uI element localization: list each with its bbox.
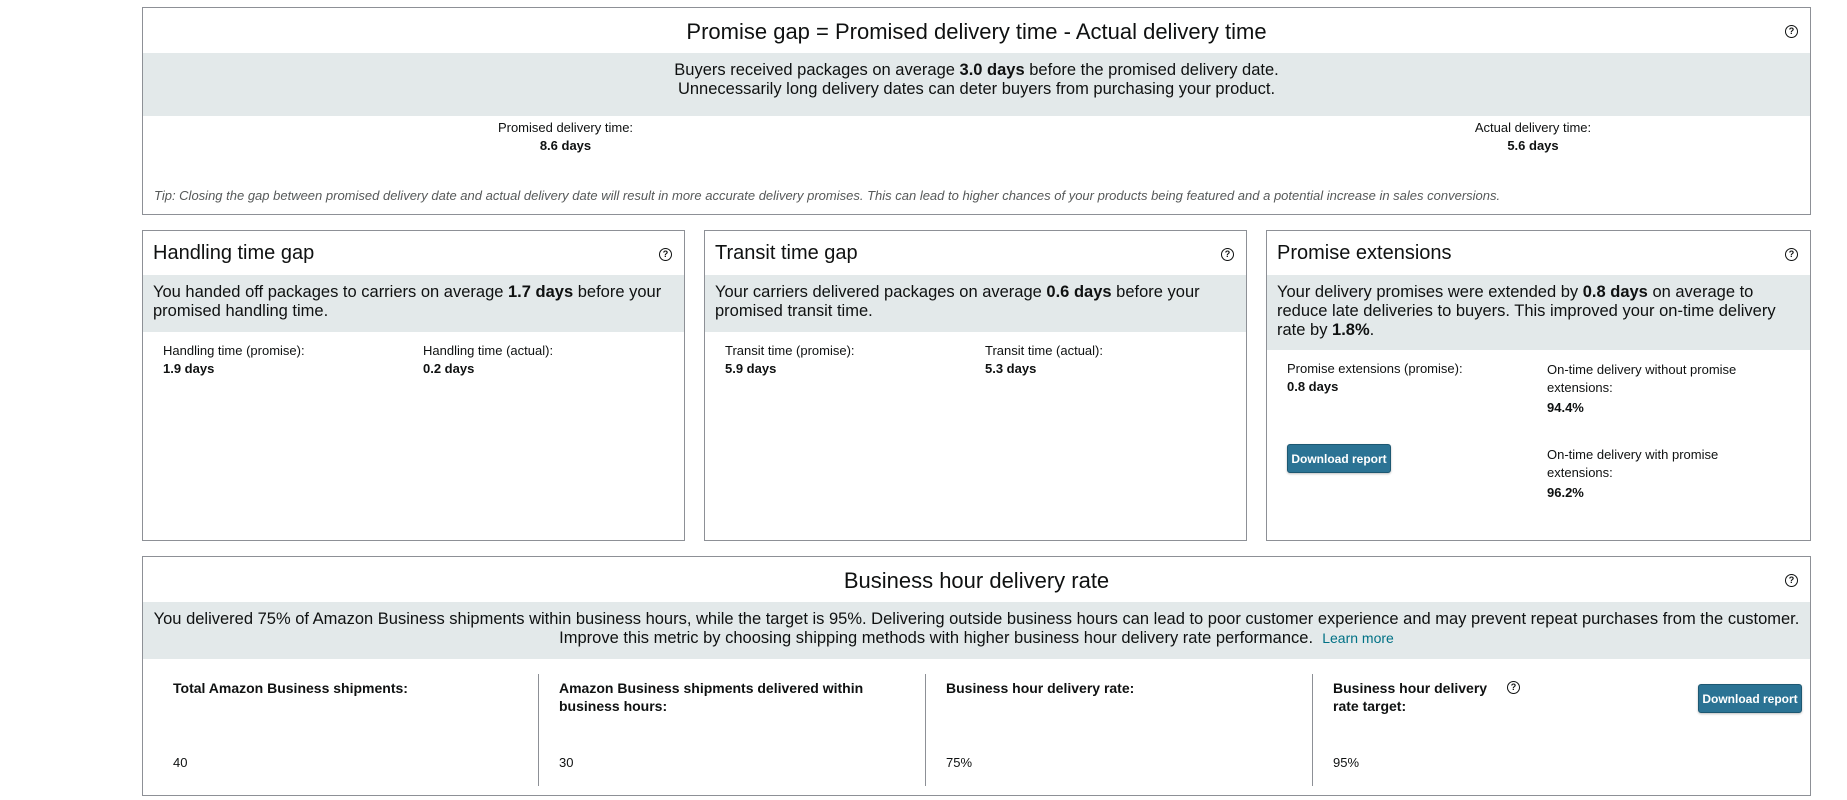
promise-gap-title: Promise gap = Promised delivery time - A…	[686, 19, 1267, 44]
transit-time-title: Transit time gap	[715, 242, 858, 264]
ontime-with-metric: On-time delivery with promise extensions…	[1547, 446, 1767, 500]
transit-time-summary: Your carriers delivered packages on aver…	[705, 275, 1246, 332]
transit-promise-metric: Transit time (promise): 5.9 days	[725, 343, 855, 376]
extensions-promise-metric: Promise extensions (promise): 0.8 days	[1287, 361, 1463, 394]
learn-more-link[interactable]: Learn more	[1322, 630, 1394, 646]
download-report-button[interactable]: Download report	[1698, 684, 1802, 713]
total-shipments-value: 40	[173, 755, 188, 770]
delivery-rate-value: 75%	[946, 755, 973, 770]
extension-days-value: 0.8 days	[1582, 283, 1648, 301]
promise-gap-summary-line1: Buyers received packages on average 3.0 …	[674, 61, 1279, 79]
promise-extensions-title: Promise extensions	[1277, 242, 1452, 264]
transit-actual-label: Transit time (actual):	[985, 343, 1103, 358]
help-icon[interactable]: ?	[659, 248, 672, 261]
ontime-without-label: On-time delivery without promise extensi…	[1547, 362, 1737, 395]
transit-time-panel: Transit time gap ? Your carriers deliver…	[704, 230, 1247, 541]
transit-promise-label: Transit time (promise):	[725, 343, 855, 358]
actual-delivery-metric: Actual delivery time: 5.6 days	[1383, 120, 1683, 153]
ontime-with-label: On-time delivery with promise extensions…	[1547, 447, 1719, 480]
promised-delivery-value: 8.6 days	[539, 138, 592, 153]
transit-promise-value: 5.9 days	[725, 361, 777, 376]
promise-extensions-panel: Promise extensions ? Your delivery promi…	[1266, 230, 1811, 541]
within-hours-value: 30	[559, 755, 574, 770]
rate-target-metric: Business hour delivery rate target:	[1333, 679, 1498, 715]
promise-extensions-summary: Your delivery promises were extended by …	[1267, 275, 1810, 350]
transit-actual-metric: Transit time (actual): 5.3 days	[985, 343, 1103, 376]
delivery-rate-label: Business hour delivery rate:	[946, 680, 1135, 696]
help-icon[interactable]: ?	[1785, 574, 1798, 587]
business-hour-summary: You delivered 75% of Amazon Business shi…	[143, 602, 1810, 659]
promised-delivery-metric: Promised delivery time: 8.6 days	[423, 120, 708, 153]
help-icon[interactable]: ?	[1785, 25, 1798, 38]
handling-time-summary: You handed off packages to carriers on a…	[143, 275, 684, 332]
business-hour-summary-line1: You delivered 75% of Amazon Business shi…	[153, 610, 1800, 628]
extensions-promise-label: Promise extensions (promise):	[1287, 361, 1463, 376]
actual-delivery-label: Actual delivery time:	[1474, 120, 1592, 135]
metric-divider	[925, 674, 926, 786]
promise-gap-summary-line2: Unnecessarily long delivery dates can de…	[677, 80, 1276, 98]
handling-time-title: Handling time gap	[153, 242, 315, 264]
within-hours-metric: Amazon Business shipments delivered with…	[559, 679, 889, 715]
promise-gap-panel: Promise gap = Promised delivery time - A…	[142, 7, 1811, 215]
actual-delivery-value: 5.6 days	[1507, 138, 1559, 153]
metric-divider	[1312, 674, 1313, 786]
promised-delivery-label: Promised delivery time:	[497, 120, 634, 135]
extensions-promise-value: 0.8 days	[1287, 379, 1339, 394]
promise-gap-summary: Buyers received packages on average 3.0 …	[143, 53, 1810, 116]
transit-gap-value: 0.6 days	[1046, 283, 1112, 301]
rate-target-label: Business hour delivery rate target:	[1333, 680, 1488, 714]
promise-gap-value: 3.0 days	[959, 61, 1025, 79]
promise-gap-tip: Tip: Closing the gap between promised de…	[154, 188, 1501, 203]
ontime-without-value: 94.4%	[1547, 400, 1584, 415]
handling-actual-value: 0.2 days	[423, 361, 475, 376]
help-icon[interactable]: ?	[1507, 681, 1520, 694]
handling-promise-label: Handling time (promise):	[163, 343, 305, 358]
business-hour-panel: Business hour delivery rate ? You delive…	[142, 556, 1811, 796]
handling-actual-label: Handling time (actual):	[423, 343, 554, 358]
rate-target-value: 95%	[1333, 755, 1360, 770]
transit-actual-value: 5.3 days	[985, 361, 1037, 376]
download-report-button[interactable]: Download report	[1287, 444, 1391, 473]
handling-time-panel: Handling time gap ? You handed off packa…	[142, 230, 685, 541]
handling-promise-value: 1.9 days	[163, 361, 215, 376]
total-shipments-label: Total Amazon Business shipments:	[173, 680, 408, 696]
handling-promise-metric: Handling time (promise): 1.9 days	[163, 343, 305, 376]
business-hour-summary-line2: Improve this metric by choosing shipping…	[559, 629, 1394, 647]
business-hour-title: Business hour delivery rate	[843, 568, 1110, 593]
total-shipments-metric: Total Amazon Business shipments:	[173, 679, 513, 697]
handling-actual-metric: Handling time (actual): 0.2 days	[423, 343, 553, 376]
help-icon[interactable]: ?	[1785, 248, 1798, 261]
delivery-rate-metric: Business hour delivery rate:	[946, 679, 1276, 697]
within-hours-label: Amazon Business shipments delivered with…	[559, 680, 864, 714]
metric-divider	[538, 674, 539, 786]
handling-gap-value: 1.7 days	[508, 283, 574, 301]
ontime-with-value: 96.2%	[1547, 485, 1584, 500]
ontime-without-metric: On-time delivery without promise extensi…	[1547, 361, 1767, 415]
help-icon[interactable]: ?	[1221, 248, 1234, 261]
extension-improvement-value: 1.8%	[1332, 321, 1370, 339]
